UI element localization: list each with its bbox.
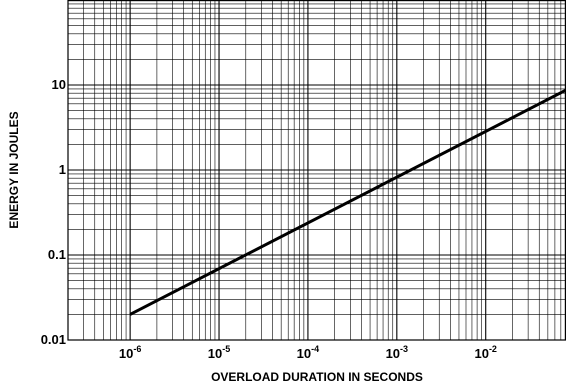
x-tick-base: 10: [474, 346, 488, 361]
x-axis-label: OVERLOAD DURATION IN SECONDS: [211, 370, 423, 384]
x-tick-exponent: -5: [222, 344, 230, 354]
y-tick-label: 1: [59, 162, 66, 177]
x-tick-label: 10-4: [297, 344, 319, 361]
x-tick-labels: 10-6 10-5 10-4 10-3 10-2: [119, 344, 497, 361]
y-tick-label: 0.1: [48, 247, 66, 262]
x-tick-label: 10-5: [208, 344, 230, 361]
x-tick-base: 10: [386, 346, 400, 361]
x-tick-base: 10: [297, 346, 311, 361]
plot-frame: [67, 0, 566, 341]
x-tick-exponent: -4: [311, 344, 319, 354]
x-tick-label: 10-6: [119, 344, 141, 361]
x-tick-exponent: -6: [133, 344, 141, 354]
x-tick-label: 10-3: [386, 344, 408, 361]
x-tick-base: 10: [208, 346, 222, 361]
y-axis-label: ENERGY IN JOULES: [7, 111, 21, 228]
y-tick-label: 10: [52, 77, 66, 92]
x-tick-base: 10: [119, 346, 133, 361]
x-tick-label: 10-2: [474, 344, 496, 361]
y-tick-labels: 0.01 0.1 1 10: [41, 77, 66, 347]
series-layer: [129, 88, 566, 316]
x-tick-exponent: -2: [489, 344, 497, 354]
x-tick-exponent: -3: [400, 344, 408, 354]
y-tick-label: 0.01: [41, 332, 66, 347]
series-line-0: [129, 88, 566, 316]
